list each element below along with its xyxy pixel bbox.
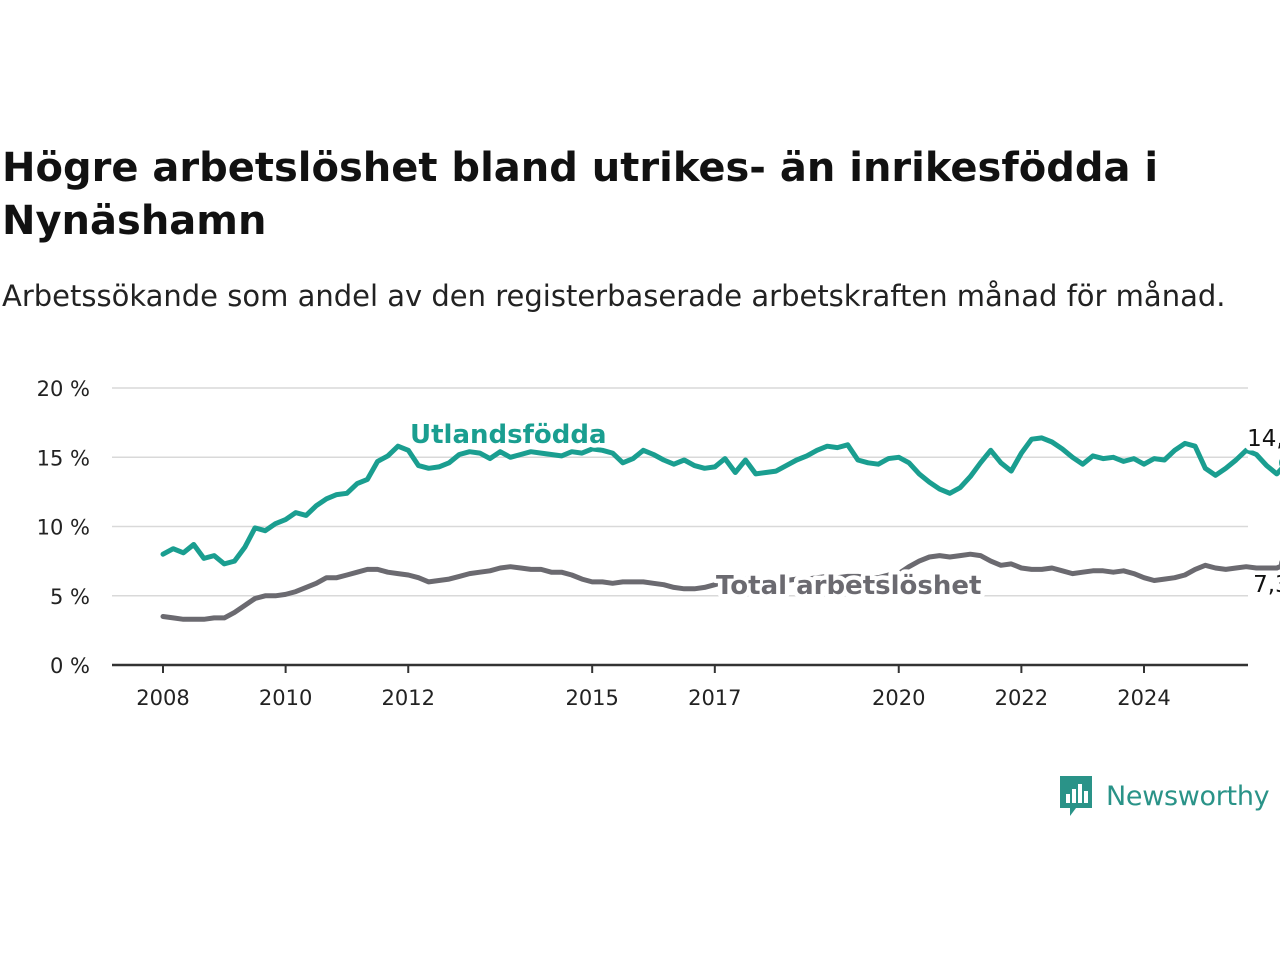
x-tick-label: 2024 [1117,686,1170,710]
x-tick-label: 2017 [688,686,741,710]
newsworthy-logo-icon [1060,776,1092,816]
x-tick-label: 2010 [259,686,312,710]
y-tick-label: 0 % [50,654,90,678]
y-axis-tick-labels: 0 % 5 % 10 % 15 % 20 % [37,377,90,678]
page-title: Högre arbetslöshet bland utrikes- än inr… [2,145,1159,244]
line-chart: 0 %5 %10 %15 %20 % 2008 2010 2012 2015 2017 2… [37,377,1280,710]
newsworthy-brand[interactable]: Newsworthy [1058,772,1270,820]
x-tick-label: 2022 [995,686,1048,710]
series-line-utlandsfodda [160,435,1280,567]
y-tick-label: 20 % [37,377,90,401]
grid-lines [112,387,1248,597]
x-axis: 2008 2010 2012 2015 2017 2020 2022 2024 [112,663,1248,710]
y-tick-label: 10 % [37,516,90,540]
x-tick-label: 2012 [382,686,435,710]
series-name-utlandsfodda: Utlandsfödda [410,420,607,450]
series-line-total [160,551,1280,622]
end-value-total: 7,3 % [1253,572,1280,598]
x-tick-label: 2020 [872,686,925,710]
x-tick-label: 2015 [565,686,618,710]
y-tick-label: 15 % [37,446,90,470]
brand-name: Newsworthy [1106,780,1270,812]
series-labels: Utlandsfödda Total arbetslöshet 14,6 % 7,3 … [406,416,1280,606]
series-name-total: Total arbetslöshet [716,571,981,601]
x-tick-label: 2008 [136,686,189,710]
end-value-utlandsfodda: 14,6 % [1247,426,1280,452]
y-tick-label: 5 % [50,585,90,609]
page-subtitle: Arbetssökande som andel av den registerb… [2,279,1226,313]
